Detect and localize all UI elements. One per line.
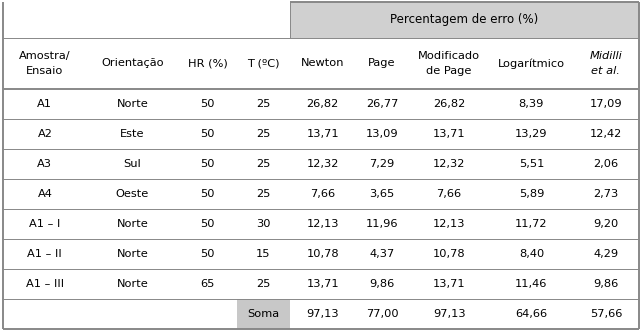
Text: 30: 30 [256,219,271,229]
Text: 57,66: 57,66 [589,309,622,319]
Text: 7,66: 7,66 [310,189,335,199]
Text: 13,71: 13,71 [307,279,339,289]
Text: 77,00: 77,00 [365,309,398,319]
Text: A3: A3 [37,159,52,169]
Text: Amostra/: Amostra/ [19,51,70,61]
Text: A1: A1 [37,99,52,109]
Text: A4: A4 [37,189,52,199]
Text: A1 – I: A1 – I [29,219,61,229]
Text: 8,40: 8,40 [519,249,544,259]
Text: 97,13: 97,13 [433,309,465,319]
Text: Logarítmico: Logarítmico [498,58,565,69]
Text: Midilli: Midilli [589,51,622,61]
Text: 7,29: 7,29 [369,159,395,169]
Text: 25: 25 [256,129,271,139]
Text: 25: 25 [256,279,271,289]
Text: 65: 65 [200,279,215,289]
Text: Modificado: Modificado [418,51,480,61]
Text: Percentagem de erro (%): Percentagem de erro (%) [390,13,538,26]
Text: 13,71: 13,71 [433,279,465,289]
Text: 13,29: 13,29 [515,129,548,139]
Text: 11,46: 11,46 [515,279,548,289]
Polygon shape [237,299,290,329]
Text: 50: 50 [200,189,215,199]
Text: 5,89: 5,89 [518,189,544,199]
Text: 5,51: 5,51 [518,159,544,169]
Text: 97,13: 97,13 [307,309,339,319]
Text: T (ºC): T (ºC) [247,58,280,69]
Text: 2,06: 2,06 [593,159,618,169]
Text: et al.: et al. [591,66,620,76]
Text: 50: 50 [200,159,215,169]
Text: 12,32: 12,32 [433,159,465,169]
Text: A1 – II: A1 – II [28,249,62,259]
Text: Ensaio: Ensaio [26,66,63,76]
Text: 25: 25 [256,189,271,199]
Text: 9,86: 9,86 [369,279,395,289]
Text: 26,77: 26,77 [366,99,398,109]
Text: 4,37: 4,37 [369,249,395,259]
Text: Norte: Norte [116,99,148,109]
Text: 12,42: 12,42 [589,129,622,139]
Text: A2: A2 [37,129,52,139]
Text: 50: 50 [200,129,215,139]
Text: 13,09: 13,09 [365,129,398,139]
Text: 26,82: 26,82 [433,99,465,109]
Text: Oeste: Oeste [116,189,149,199]
Text: 25: 25 [256,159,271,169]
Text: 10,78: 10,78 [307,249,339,259]
Text: de Page: de Page [426,66,472,76]
Text: 8,39: 8,39 [518,99,544,109]
Text: Norte: Norte [116,249,148,259]
Text: 13,71: 13,71 [307,129,339,139]
Text: 64,66: 64,66 [515,309,547,319]
Text: Orientação: Orientação [101,58,164,69]
Text: Norte: Norte [116,279,148,289]
Text: A1 – III: A1 – III [26,279,64,289]
Text: 9,20: 9,20 [593,219,618,229]
Text: Soma: Soma [247,309,280,319]
Text: 50: 50 [200,99,215,109]
Text: 50: 50 [200,219,215,229]
Text: 11,72: 11,72 [515,219,548,229]
Text: 26,82: 26,82 [307,99,339,109]
Text: 7,66: 7,66 [436,189,461,199]
Text: 17,09: 17,09 [589,99,622,109]
Text: 15: 15 [256,249,271,259]
Text: 11,96: 11,96 [366,219,398,229]
Text: Norte: Norte [116,219,148,229]
Text: Sul: Sul [124,159,141,169]
Polygon shape [290,2,639,38]
Text: 2,73: 2,73 [593,189,618,199]
Text: Page: Page [368,58,396,69]
Text: Newton: Newton [301,58,344,69]
Text: HR (%): HR (%) [188,58,227,69]
Text: 3,65: 3,65 [369,189,395,199]
Text: 13,71: 13,71 [433,129,465,139]
Text: 50: 50 [200,249,215,259]
Text: 12,32: 12,32 [307,159,339,169]
Text: 10,78: 10,78 [433,249,465,259]
Text: Este: Este [120,129,145,139]
Text: 12,13: 12,13 [433,219,465,229]
Text: 4,29: 4,29 [593,249,618,259]
Text: 12,13: 12,13 [307,219,339,229]
Text: 9,86: 9,86 [593,279,618,289]
Text: 25: 25 [256,99,271,109]
